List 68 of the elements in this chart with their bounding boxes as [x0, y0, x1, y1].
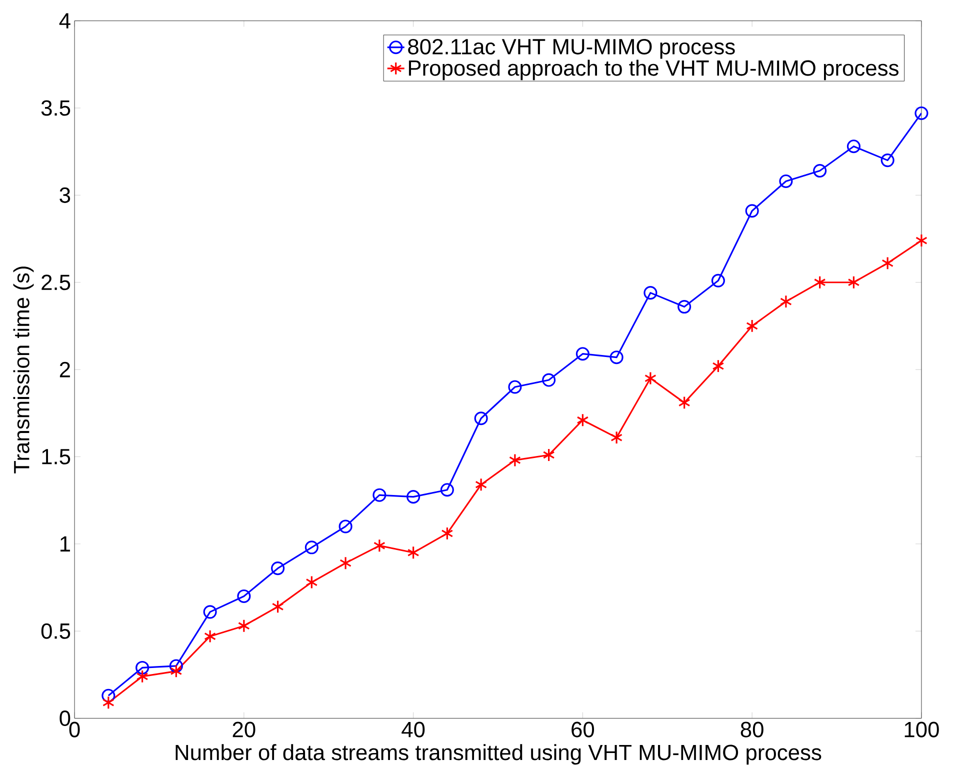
point: [882, 256, 894, 270]
point: [880, 154, 894, 168]
point: [441, 526, 454, 540]
x-tick-label: 80: [740, 722, 764, 738]
point: [440, 483, 454, 497]
point: [914, 106, 928, 120]
point: [475, 478, 488, 492]
point: [237, 590, 251, 604]
point: [576, 347, 590, 361]
point: [102, 696, 114, 710]
point: [372, 488, 386, 502]
point: [780, 294, 792, 308]
point: [745, 204, 759, 218]
point: [915, 234, 928, 248]
point: [272, 600, 284, 614]
y-tick-label: 2.5: [42, 274, 70, 290]
point: [340, 556, 352, 570]
point: [204, 630, 216, 644]
point: [169, 659, 183, 673]
point: [712, 359, 724, 373]
point: [136, 661, 150, 675]
point: [576, 413, 589, 427]
y-tick-label: 3.5: [41, 100, 70, 116]
point: [848, 276, 860, 290]
point: [102, 688, 116, 702]
point: [338, 520, 352, 534]
point: [678, 300, 692, 314]
x-tick-label: 60: [572, 722, 594, 738]
y-tick-label: 3: [60, 187, 70, 204]
point: [271, 562, 285, 576]
point: [238, 619, 250, 633]
point: [373, 538, 386, 552]
point: [170, 664, 182, 678]
y-tick-label: 1: [60, 536, 70, 552]
legend-label: 802.11ac VHT MU-MIMO process: [408, 39, 735, 59]
point: [813, 164, 827, 178]
point: [746, 319, 758, 333]
point: [644, 372, 656, 386]
point: [203, 605, 217, 619]
point: [846, 140, 860, 154]
point: [644, 286, 658, 300]
point: [610, 430, 623, 444]
point: [610, 350, 624, 364]
y-tick-label: 1.5: [42, 449, 70, 464]
point: [508, 380, 522, 394]
point: [678, 396, 690, 410]
x-tick-label: 20: [232, 722, 256, 738]
point: [814, 276, 826, 290]
point: [304, 540, 318, 554]
point: [542, 448, 555, 462]
x-axis-title: Number of data streams transmitted using VHT MU-MIMO process: [176, 744, 822, 765]
point: [407, 546, 420, 560]
x-tick-label: 40: [402, 722, 425, 738]
y-tick-label: 2: [60, 362, 70, 378]
point: [474, 412, 488, 426]
y-tick-label: 0.5: [41, 623, 70, 639]
point: [306, 576, 318, 590]
legend-label: Proposed approach to the VHT MU-MIMO process: [408, 60, 898, 80]
point: [406, 490, 420, 504]
point: [779, 174, 793, 188]
point: [508, 454, 521, 468]
y-tick-label: 0: [60, 710, 70, 726]
x-tick-label: 100: [904, 722, 939, 738]
y-axis-title: Transmission time (s): [13, 266, 34, 474]
point: [542, 373, 556, 387]
y-tick-label: 4: [59, 13, 70, 28]
point: [711, 274, 725, 288]
point: [136, 670, 148, 684]
